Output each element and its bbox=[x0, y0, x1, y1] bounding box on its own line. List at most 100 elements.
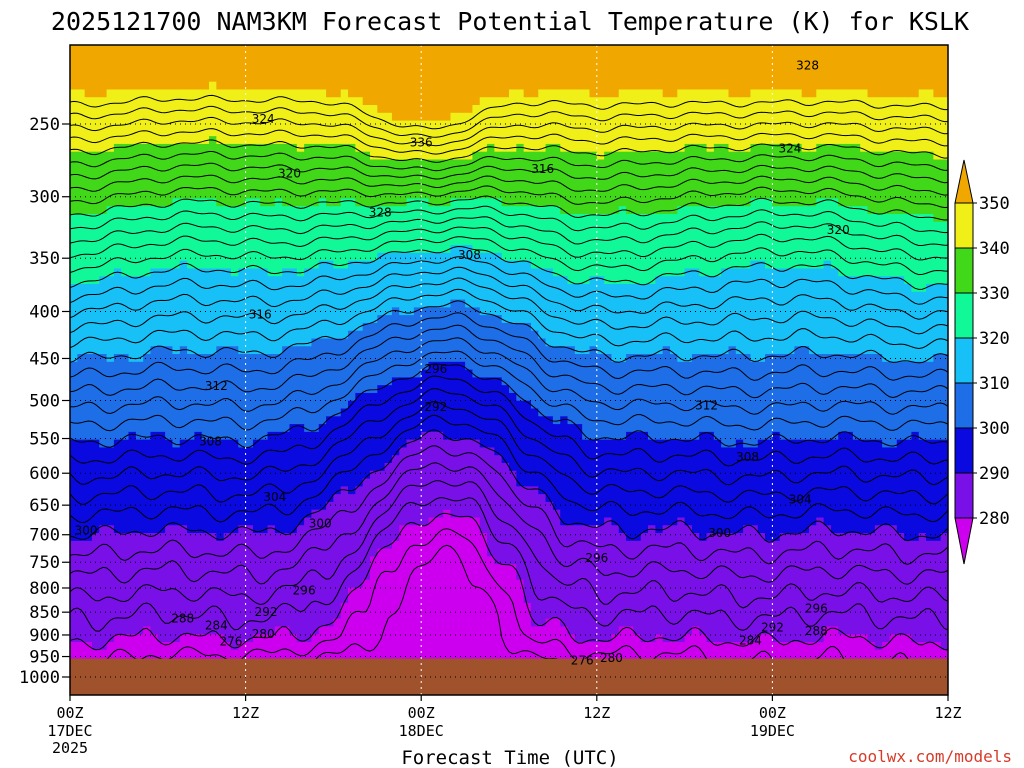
contour-294 bbox=[70, 401, 948, 505]
colorbar-label: 300 bbox=[979, 419, 1010, 439]
y-tick-label: 600 bbox=[29, 464, 60, 484]
contour-338 bbox=[70, 151, 948, 172]
contour-label: 296 bbox=[805, 601, 828, 615]
contour-label-layer: 336 328 328 324 324 320 320 316 316 312 312 308 308 3… bbox=[75, 59, 850, 668]
plot-frame bbox=[69, 44, 949, 696]
x-tick-date: 19DEC bbox=[750, 722, 795, 740]
contour-302 bbox=[70, 350, 948, 432]
colorbar-segment bbox=[954, 247, 974, 294]
x-tick-label: 12Z bbox=[232, 704, 259, 722]
contour-label: 300 bbox=[75, 524, 98, 538]
contour-348 bbox=[70, 94, 948, 130]
y-tick-label: 850 bbox=[29, 603, 60, 623]
y-axis: 250 300 350 400 450 500 550 600 650 700 750 800 850 9… bbox=[19, 115, 70, 688]
colorbar: 350 340 330 320 310 300 290 280 bbox=[954, 159, 1010, 565]
y-tick-label: 900 bbox=[29, 626, 60, 646]
contour-label: 296 bbox=[585, 551, 608, 565]
contour-346 bbox=[70, 105, 948, 138]
credit-text: coolwx.com/models bbox=[848, 747, 1012, 766]
colorbar-segment bbox=[954, 382, 974, 429]
x-tick-date: 17DEC bbox=[47, 722, 92, 740]
contour-292 bbox=[70, 414, 948, 524]
terrain-fill bbox=[70, 658, 948, 695]
contour-label: 276 bbox=[220, 635, 243, 649]
contour-310 bbox=[70, 300, 948, 364]
contour-label: 316 bbox=[249, 307, 272, 321]
chart-title: 2025121700 NAM3KM Forecast Potential Tem… bbox=[51, 7, 969, 36]
y-tick-label: 300 bbox=[29, 188, 60, 208]
contour-280 bbox=[70, 512, 948, 651]
contour-326 bbox=[70, 216, 948, 246]
contour-332 bbox=[70, 185, 948, 209]
contour-284 bbox=[70, 480, 948, 609]
y-tick-label: 400 bbox=[29, 302, 60, 322]
contour-label: 324 bbox=[252, 112, 275, 126]
contour-320 bbox=[70, 245, 948, 290]
contour-308 bbox=[70, 312, 948, 381]
contour-label: 296 bbox=[424, 362, 447, 376]
colorbar-bottom-arrow bbox=[954, 517, 974, 565]
x-tick-label: 00Z bbox=[408, 704, 435, 722]
contour-label: 324 bbox=[779, 142, 802, 156]
contour-label: 304 bbox=[789, 493, 812, 507]
contour-label: 296 bbox=[293, 583, 316, 597]
contour-290 bbox=[70, 429, 948, 543]
contour-label: 280 bbox=[600, 651, 623, 665]
y-tick-label: 1000 bbox=[19, 668, 60, 688]
contour-label: 276 bbox=[571, 654, 594, 668]
contour-340 bbox=[70, 139, 948, 163]
y-tick-label: 750 bbox=[29, 553, 60, 573]
contour-label: 308 bbox=[458, 248, 481, 262]
contour-342 bbox=[70, 128, 948, 155]
contour-label: 288 bbox=[805, 624, 828, 638]
x-tick-label: 00Z bbox=[56, 704, 83, 722]
x-tick-year: 2025 bbox=[52, 739, 88, 757]
colorbar-label: 330 bbox=[979, 284, 1010, 304]
contour-322 bbox=[70, 236, 948, 276]
contour-330 bbox=[70, 195, 948, 221]
contour-label: 320 bbox=[278, 166, 301, 180]
y-tick-label: 550 bbox=[29, 430, 60, 450]
contour-282 bbox=[70, 497, 948, 632]
y-tick-label: 800 bbox=[29, 579, 60, 599]
grid bbox=[70, 45, 948, 695]
contour-label: 288 bbox=[171, 612, 194, 626]
contour-label: 292 bbox=[761, 620, 784, 634]
colorbar-label: 350 bbox=[979, 194, 1010, 214]
y-tick-label: 350 bbox=[29, 249, 60, 269]
contour-312 bbox=[70, 288, 948, 350]
contour-328 bbox=[70, 205, 948, 234]
contour-316 bbox=[70, 266, 948, 320]
y-tick-label: 700 bbox=[29, 526, 60, 546]
colorbar-segment bbox=[954, 427, 974, 474]
colorbar-label: 340 bbox=[979, 239, 1010, 259]
colorbar-label: 290 bbox=[979, 464, 1010, 484]
contour-label: 320 bbox=[827, 223, 850, 237]
contour-label: 300 bbox=[708, 526, 731, 540]
contour-label: 308 bbox=[736, 450, 759, 464]
contour-label: 280 bbox=[252, 627, 275, 641]
colorbar-label: 320 bbox=[979, 329, 1010, 349]
x-tick-label: 12Z bbox=[934, 704, 961, 722]
x-tick-date: 18DEC bbox=[399, 722, 444, 740]
contour-label: 304 bbox=[263, 490, 286, 504]
contour-286 bbox=[70, 462, 948, 585]
y-tick-label: 450 bbox=[29, 349, 60, 369]
colorbar-segment bbox=[954, 472, 974, 519]
contour-324 bbox=[70, 226, 948, 261]
terrain bbox=[70, 658, 948, 695]
y-tick-label: 500 bbox=[29, 392, 60, 412]
contour-label: 328 bbox=[796, 59, 819, 73]
contour-label: 292 bbox=[424, 400, 447, 414]
contour-334 bbox=[70, 174, 948, 196]
colorbar-segment bbox=[954, 202, 974, 249]
x-tick-label: 00Z bbox=[759, 704, 786, 722]
colorbar-top-arrow bbox=[954, 159, 974, 204]
contour-318 bbox=[70, 256, 948, 305]
colorbar-label: 310 bbox=[979, 374, 1010, 394]
y-tick-label: 650 bbox=[29, 496, 60, 516]
contour-label: 336 bbox=[410, 136, 433, 150]
contour-314 bbox=[70, 277, 948, 335]
